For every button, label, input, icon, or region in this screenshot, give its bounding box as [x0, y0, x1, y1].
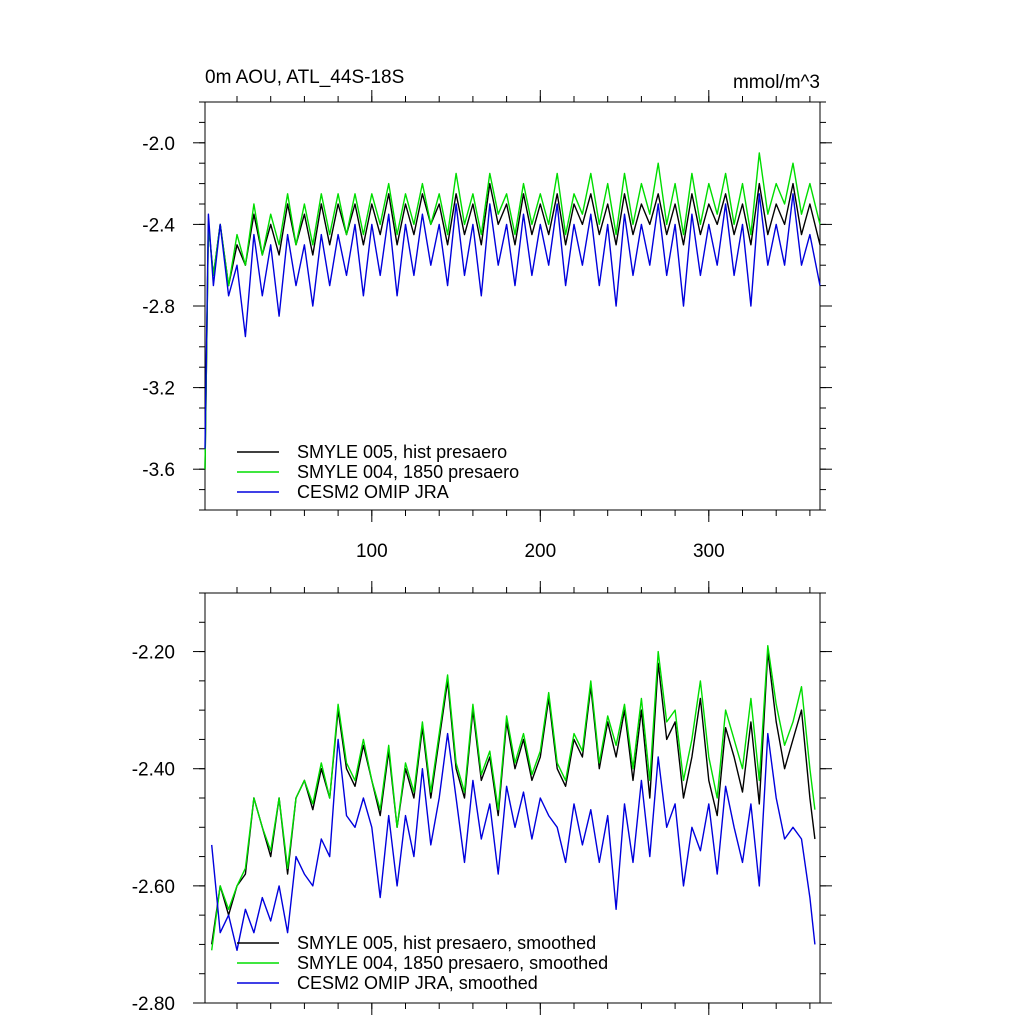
bottom-legend: SMYLE 005, hist presaero, smoothedSMYLE … [237, 933, 608, 993]
x-tick-label: 100 [356, 541, 388, 562]
bottom-axes: -2.20 -2.40 -2.60 -2.80 [132, 581, 832, 1015]
top-series-lines [204, 152, 821, 470]
x-tick-label: 300 [693, 541, 725, 562]
legend-label-1: SMYLE 004, 1850 presaero, smoothed [297, 953, 608, 973]
x-tick-label: 200 [524, 541, 556, 562]
series-line-2 [211, 732, 816, 951]
y-tick-label: -2.4 [142, 215, 175, 236]
legend-label-1: SMYLE 004, 1850 presaero [297, 462, 519, 482]
legend-label-2: CESM2 OMIP JRA [297, 482, 449, 502]
legend-label-0: SMYLE 005, hist presaero, smoothed [297, 933, 596, 953]
top-axes: -2.0 -2.4 -2.8 -3.2 -3.6 100 200 300 [142, 90, 832, 562]
series-line-0 [211, 650, 816, 945]
top-panel: 0m AOU, ATL_44S-18S mmol/m^3 -2.0-2.4-2.… [142, 67, 832, 562]
series-line-2 [204, 193, 821, 449]
series-line-1 [204, 152, 821, 470]
y-tick-label: -2.20 [132, 643, 175, 664]
y-tick-label: -2.40 [132, 760, 175, 781]
y-tick-label: -2.60 [132, 877, 175, 898]
y-tick-label: -3.2 [142, 379, 175, 400]
series-line-1 [211, 645, 816, 951]
legend-label-2: CESM2 OMIP JRA, smoothed [297, 973, 538, 993]
bottom-panel: -2.20 -2.40 -2.60 -2.80 SMYLE 005, hist pre… [132, 581, 832, 1015]
top-chart-units: mmol/m^3 [733, 72, 820, 93]
top-chart-title: 0m AOU, ATL_44S-18S [205, 67, 404, 88]
y-tick-label: -2.80 [132, 994, 175, 1015]
y-tick-label: -2.0 [142, 134, 175, 155]
y-tick-label: -2.8 [142, 297, 175, 318]
y-tick-label: -3.6 [142, 460, 175, 481]
bottom-series-lines [211, 645, 816, 951]
legend-label-0: SMYLE 005, hist presaero [297, 442, 507, 462]
